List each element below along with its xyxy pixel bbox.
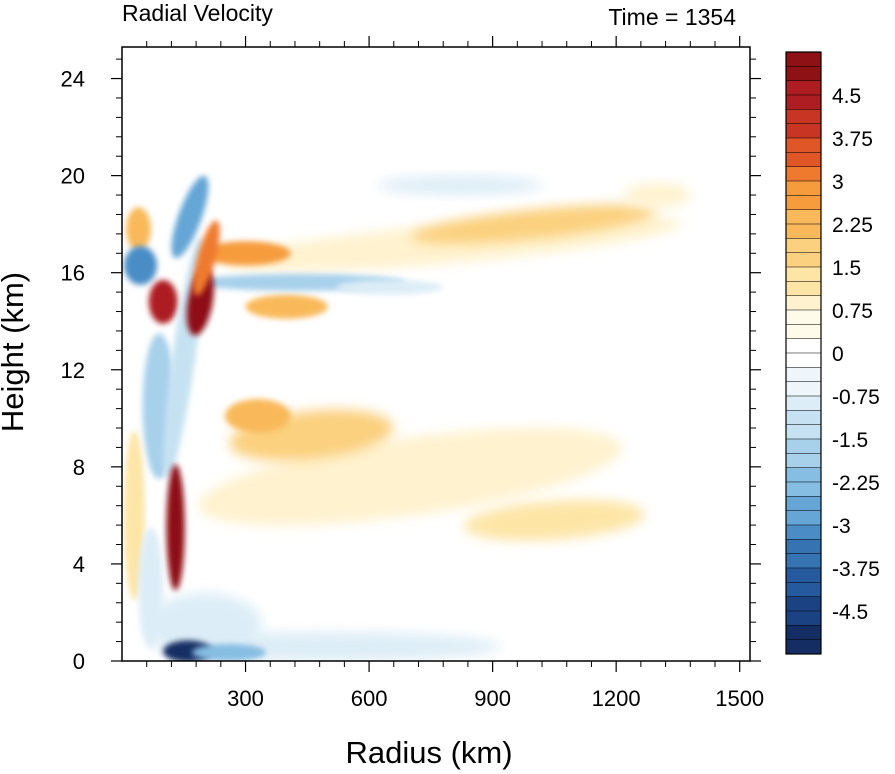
colorbar-frame: [785, 51, 822, 655]
midlevel-outflow-tail: [464, 499, 645, 541]
colorbar-label: 1.5: [832, 257, 861, 280]
colorbar-swatch: [785, 582, 822, 598]
colorbar-swatch: [785, 80, 822, 96]
colorbar-label: 0.75: [832, 300, 873, 323]
colorbar-label: -0.75: [832, 386, 880, 409]
colorbar-swatch: [785, 510, 822, 526]
colorbar-swatch: [785, 123, 822, 139]
colorbar-swatch: [785, 223, 822, 239]
colorbar-label: -3: [832, 515, 851, 538]
axis-ticks: 300 600 900 1200 1500 0 4 8 12 16 20 24: [61, 36, 764, 711]
x-tick-label: 1500: [715, 686, 764, 711]
colorbar-swatch: [785, 195, 822, 211]
colorbar-swatch: [785, 238, 822, 254]
colorbar-label: 3.75: [832, 128, 873, 151]
colorbar-swatch: [785, 625, 822, 641]
inner-low-positive: [124, 430, 145, 601]
plot-background: [122, 47, 750, 661]
y-tick-label: 20: [61, 164, 85, 189]
colorbar-swatch: [785, 496, 822, 512]
colorbar: 4.5 3.75 3 2.25 1.5 0.75 0 -0.75 -1.5 -2.25 -3 -3.7…: [785, 51, 880, 655]
upper-outflow-root: [200, 241, 291, 266]
colorbar-swatch: [785, 180, 822, 196]
colorbar-swatch: [785, 51, 822, 67]
y-tick-label: 0: [73, 649, 85, 674]
colorbar-swatch: [785, 324, 822, 340]
low-level-inflow-band: [192, 644, 267, 661]
colorbar-swatch: [785, 338, 822, 354]
colorbar-swatch: [785, 152, 822, 168]
colorbar-label: 0: [832, 343, 844, 366]
y-tick-label: 4: [73, 552, 85, 577]
colorbar-swatch: [785, 610, 822, 626]
low-level-inflow-inner: [146, 593, 263, 657]
colorbar-swatch: [785, 137, 822, 153]
midlevel-outflow-region: [198, 427, 623, 526]
colorbar-swatch: [785, 438, 822, 454]
chart-title: Radial Velocity: [122, 0, 273, 26]
y-tick-label: 24: [61, 67, 85, 92]
inner-upper-positive: [126, 207, 151, 251]
colorbar-swatch: [785, 539, 822, 555]
upper-outflow-tip: [624, 182, 691, 208]
colorbar-swatch: [785, 524, 822, 540]
upper-outflow-orange: [410, 204, 657, 244]
eyewall-updraft-core: [166, 464, 185, 591]
colorbar-swatch: [785, 295, 822, 311]
colorbar-label: -2.25: [832, 472, 880, 495]
colorbar-swatch: [785, 467, 822, 483]
inner-upper-negative: [124, 246, 158, 285]
inner-upper-core: [148, 279, 178, 324]
colorbar-label: -4.5: [832, 601, 868, 624]
colorbar-swatch: [785, 352, 822, 368]
x-tick-label: 900: [474, 686, 511, 711]
colorbar-swatch: [785, 266, 822, 282]
colorbar-swatch: [785, 252, 822, 268]
colorbar-swatch: [785, 567, 822, 583]
upper-outflow-lower-lobe: [245, 294, 328, 319]
y-tick-label: 8: [73, 455, 85, 480]
colorbar-swatch: [785, 553, 822, 569]
colorbar-label: -3.75: [832, 558, 880, 581]
colorbar-label: 2.25: [832, 214, 873, 237]
colorbar-swatch: [785, 109, 822, 125]
colorbar-swatch: [785, 367, 822, 383]
colorbar-swatch: [785, 481, 822, 497]
colorbar-swatch: [785, 281, 822, 297]
colorbar-swatch: [785, 166, 822, 182]
colorbar-swatch: [785, 424, 822, 440]
plot-frame: [121, 46, 751, 662]
plot-area: [122, 47, 750, 661]
colorbar-swatch: [785, 381, 822, 397]
x-tick-label: 1200: [592, 686, 641, 711]
colorbar-swatch: [785, 596, 822, 612]
outflow-underjet-tail: [336, 279, 444, 295]
x-tick-label: 300: [227, 686, 264, 711]
colorbar-swatch: [785, 66, 822, 82]
y-tick-label: 12: [61, 358, 85, 383]
colorbar-swatch: [785, 94, 822, 110]
colorbar-label: 4.5: [832, 85, 861, 108]
colorbar-label: -1.5: [832, 429, 868, 452]
colorbar-swatch: [785, 453, 822, 469]
colorbar-swatch: [785, 395, 822, 411]
y-tick-label: 16: [61, 261, 85, 286]
velocity-field: [124, 175, 691, 661]
x-axis-label: Radius (km): [345, 735, 512, 770]
colorbar-swatch: [785, 410, 822, 426]
colorbar-swatch: [785, 639, 822, 655]
eyewall-upper-negative: [171, 175, 209, 259]
midlevel-outflow-peak: [224, 398, 291, 433]
x-tick-label: 600: [351, 686, 388, 711]
colorbar-swatch: [785, 309, 822, 325]
chart-subtitle: Time = 1354: [608, 4, 736, 30]
colorbar-label: 3: [832, 171, 844, 194]
eyewall-upper-positive: [193, 220, 220, 296]
upper-inflow-patch: [377, 175, 543, 196]
colorbar-swatch: [785, 209, 822, 225]
y-axis-label: Height (km): [0, 272, 30, 432]
